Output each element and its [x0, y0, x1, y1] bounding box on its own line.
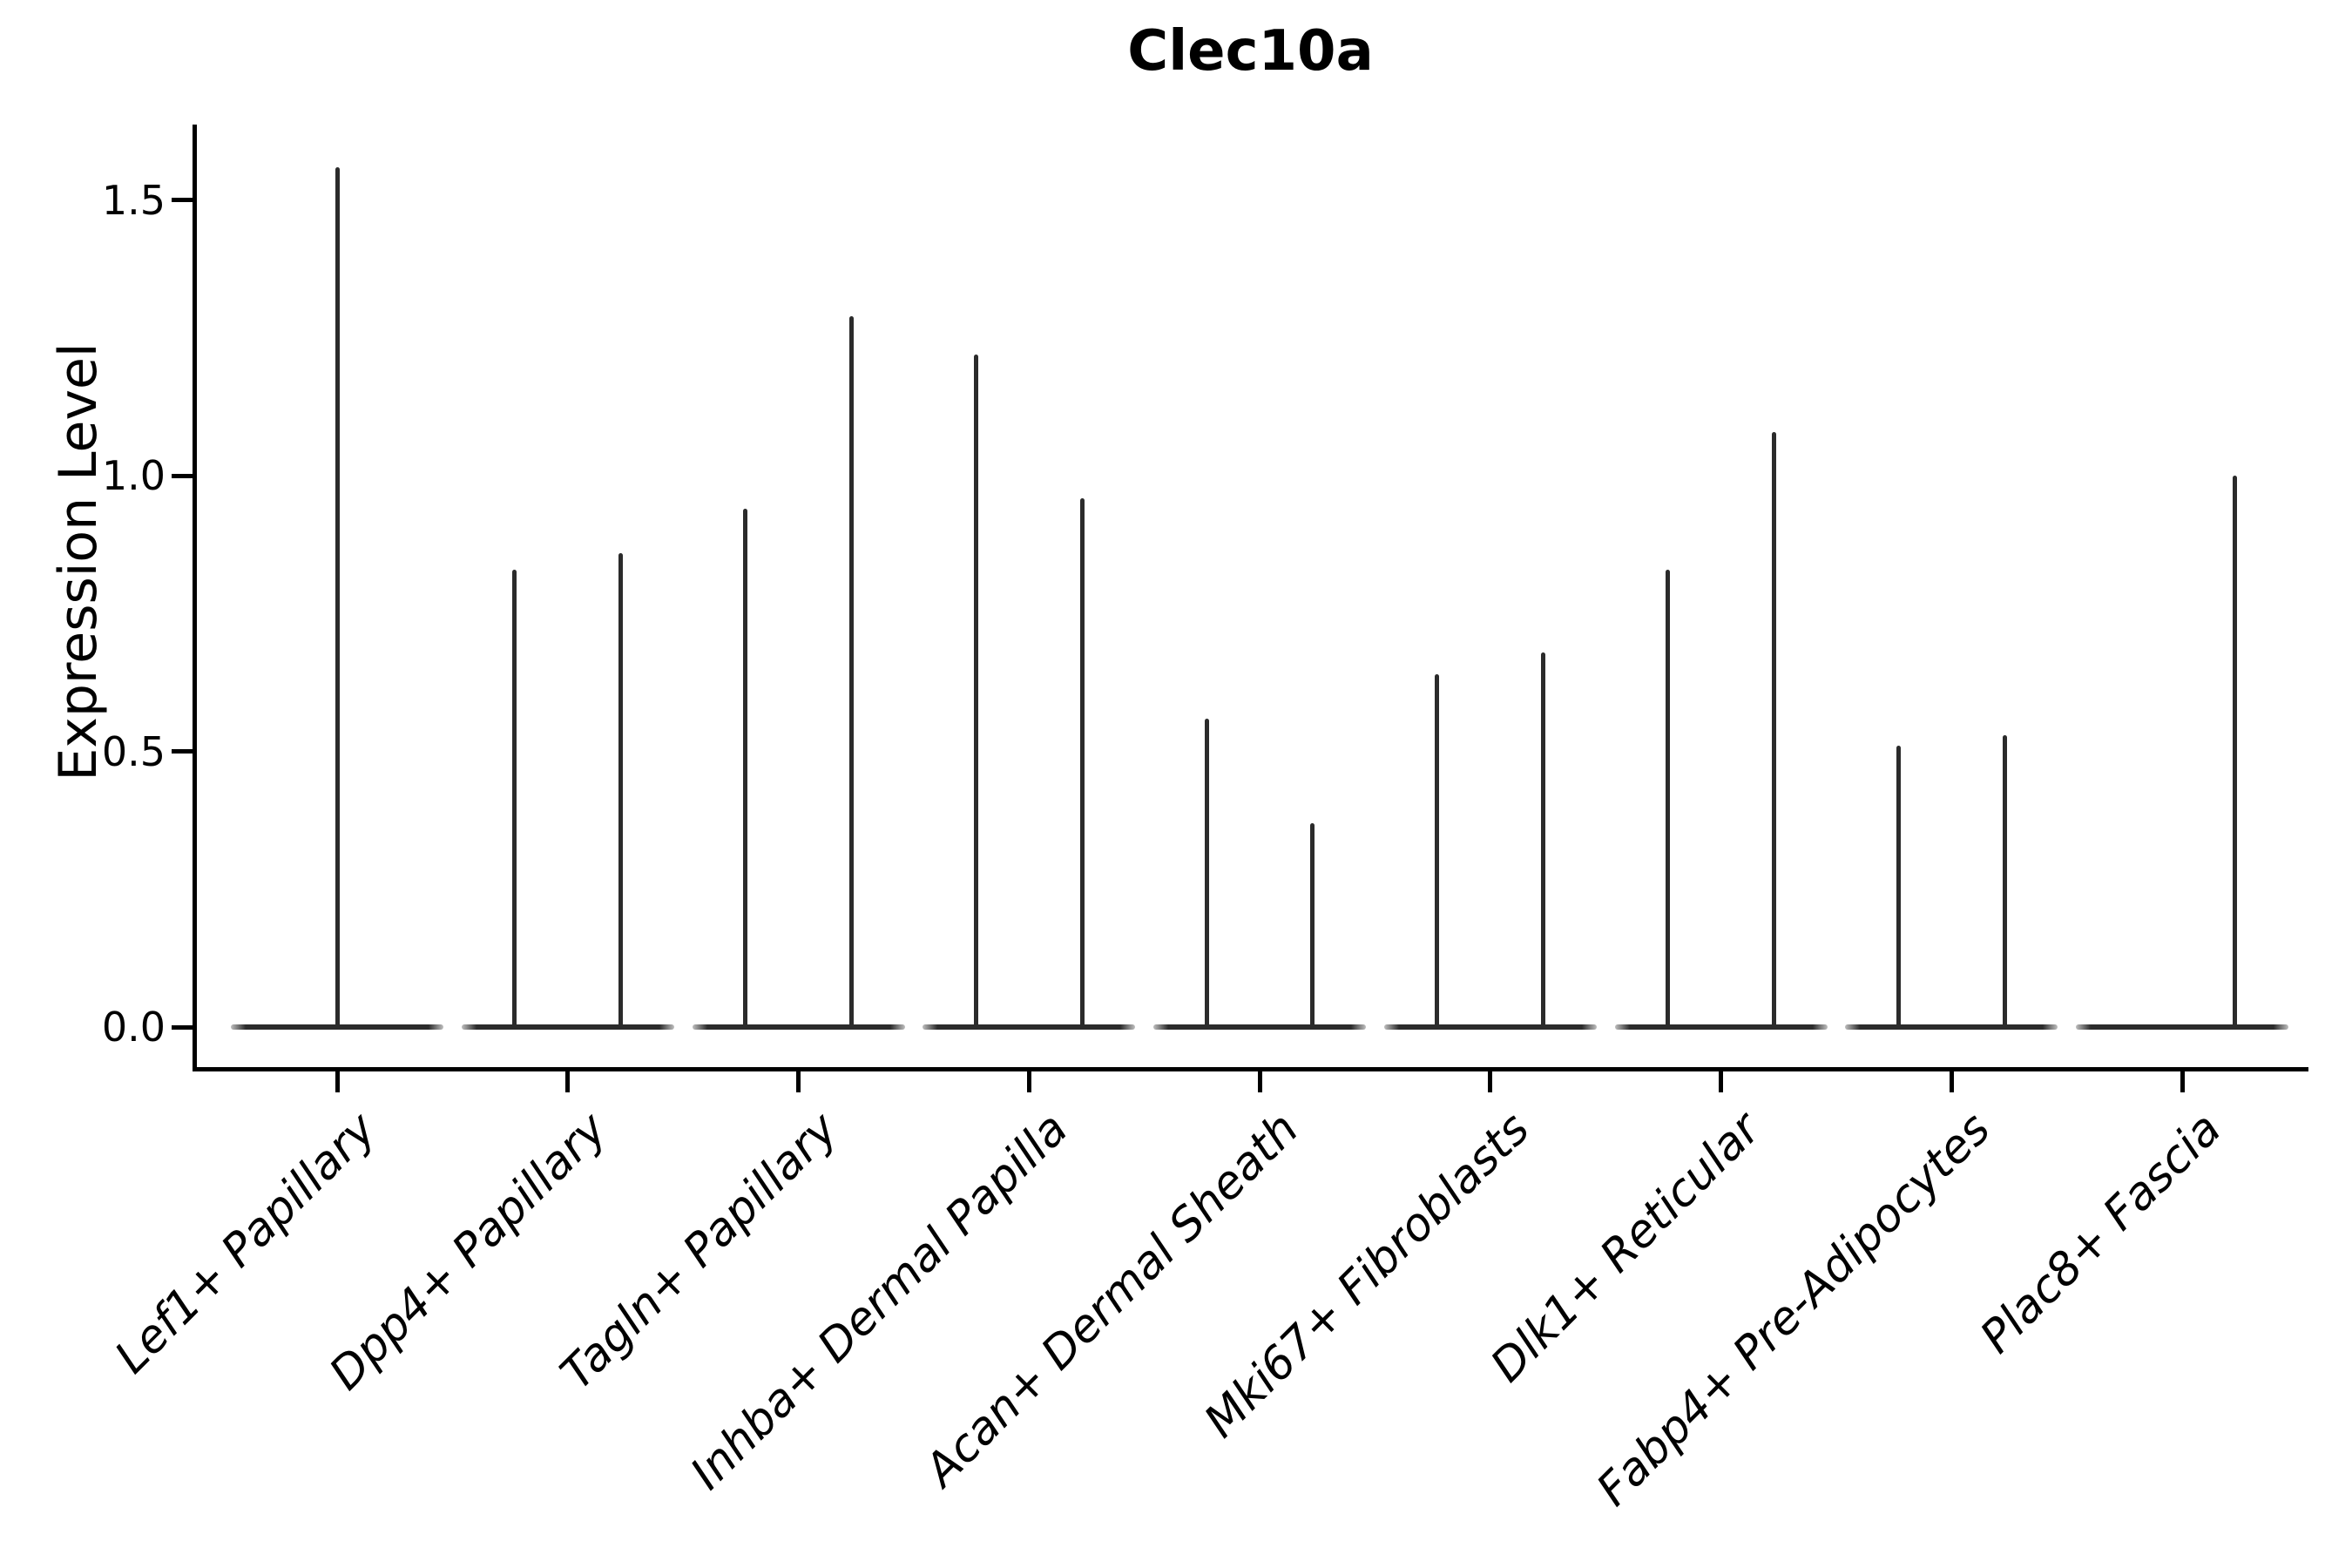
- y-tick-label: 1.0: [101, 452, 166, 500]
- violin-spike: [1204, 718, 1209, 1029]
- violin-baseline: [1614, 1024, 1828, 1030]
- violin-spike: [1771, 431, 1776, 1029]
- violin-baseline: [461, 1024, 674, 1030]
- y-tick-label: 0.5: [101, 727, 166, 775]
- violin-spike: [848, 315, 854, 1029]
- violin-spike: [1896, 746, 1901, 1029]
- violin-baseline: [2076, 1024, 2288, 1030]
- violin-spike: [1666, 569, 1671, 1029]
- x-tick-mark: [796, 1071, 801, 1092]
- violin-spike: [1079, 497, 1085, 1029]
- violin-spike: [1541, 652, 1546, 1029]
- x-tick-mark: [1026, 1071, 1031, 1092]
- chart-title: Clec10a: [1127, 19, 1374, 84]
- violin-spike: [743, 509, 748, 1029]
- x-tick-mark: [2180, 1071, 2185, 1092]
- violin-spike: [1435, 674, 1440, 1029]
- violin-spike: [512, 569, 517, 1029]
- y-tick-mark: [172, 1024, 193, 1030]
- x-tick-mark: [1488, 1071, 1493, 1092]
- violin-spike: [1310, 822, 1315, 1029]
- y-tick-mark: [172, 749, 193, 754]
- violin-spike: [973, 355, 978, 1029]
- x-tick-mark: [1719, 1071, 1723, 1092]
- x-tick-mark: [335, 1071, 340, 1092]
- violin-spike: [2002, 734, 2007, 1029]
- violin-baseline: [1153, 1024, 1366, 1030]
- violin-spike: [618, 552, 624, 1029]
- x-tick-mark: [1257, 1071, 1262, 1092]
- y-tick-label: 1.5: [101, 176, 166, 224]
- x-tick-mark: [1949, 1071, 1954, 1092]
- y-tick-mark: [172, 198, 193, 203]
- violin-spike: [2233, 476, 2238, 1029]
- y-axis-spine: [193, 125, 197, 1071]
- violin-baseline: [1845, 1024, 2058, 1030]
- violin-baseline: [923, 1024, 1136, 1030]
- y-tick-mark: [172, 473, 193, 478]
- violin-baseline: [1383, 1024, 1597, 1030]
- y-axis-label: Expression Level: [48, 342, 109, 781]
- violin-spike: [335, 166, 340, 1029]
- violin-baseline: [692, 1024, 905, 1030]
- x-axis-spine: [193, 1067, 2308, 1071]
- x-tick-mark: [565, 1071, 571, 1092]
- y-tick-label: 0.0: [101, 1004, 166, 1051]
